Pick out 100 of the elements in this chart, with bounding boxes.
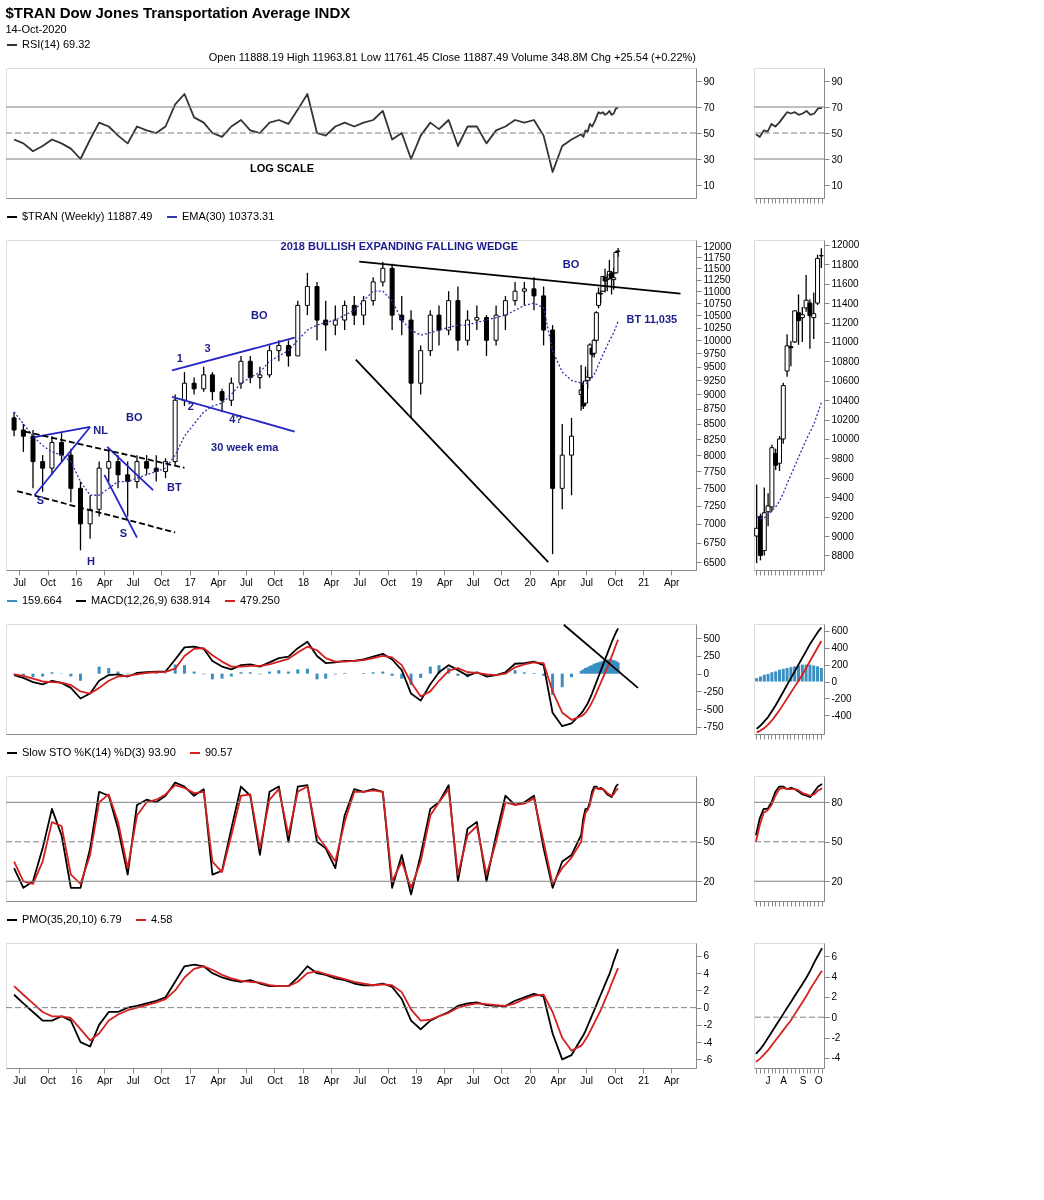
- x-tick-label: Apr: [550, 1074, 567, 1086]
- x-tick-label: Oct: [153, 1074, 170, 1086]
- y-tick-label: 12000: [831, 239, 860, 251]
- x-tick-label: Oct: [607, 1074, 624, 1086]
- y-tick-label: 11400: [831, 297, 859, 309]
- x-tick-label: J: [765, 1074, 771, 1086]
- x-tick-label: Apr: [323, 1074, 340, 1086]
- y-tick-label: 9250: [703, 374, 727, 386]
- x-tick-label: 21: [638, 576, 650, 588]
- legend-label: $TRAN (Weekly) 11887.49: [22, 210, 153, 222]
- x-tick-label: Oct: [493, 1074, 510, 1086]
- y-tick-label: 11500: [703, 262, 731, 274]
- x-tick-label: Oct: [40, 1074, 57, 1086]
- x-tick-label: 19: [411, 576, 423, 588]
- y-tick-label: -6: [703, 1053, 713, 1065]
- text: Open 11888.19 High 11963.81 Low 11761.45 Close 11887.49 Volume 348.8M Chg +25.54 (+0.22%): [208, 50, 696, 63]
- y-tick-label: 9500: [703, 361, 727, 373]
- y-tick-label: 9400: [831, 491, 855, 503]
- y-tick-label: 2: [831, 991, 838, 1003]
- y-tick-label: 11600: [831, 278, 859, 290]
- y-tick-label: 11750: [703, 251, 731, 263]
- y-tick-label: 20: [831, 875, 844, 887]
- y-tick-label: 10: [831, 179, 844, 191]
- y-tick-label: 10400: [831, 394, 860, 406]
- y-tick-label: 11000: [703, 285, 731, 297]
- x-tick-label: 16: [71, 576, 83, 588]
- annotation: BO: [562, 258, 580, 271]
- y-tick-label: 10000: [703, 334, 732, 346]
- y-tick-label: 11200: [831, 317, 859, 328]
- y-tick-label: 500: [703, 632, 721, 644]
- x-tick-label: 20: [524, 576, 537, 588]
- y-tick-label: -2: [831, 1032, 841, 1044]
- x-tick-label: Jul: [13, 576, 26, 588]
- y-tick-label: 80: [703, 796, 716, 808]
- x-tick-label: Jul: [240, 1074, 253, 1086]
- legend-label: Slow STO %K(14) %D(3) 93.90: [22, 746, 176, 758]
- x-tick-label: 19: [411, 1074, 423, 1086]
- y-tick-label: 8000: [703, 449, 727, 461]
- x-tick-label: Oct: [493, 576, 510, 588]
- x-tick-label: A: [780, 1074, 788, 1086]
- y-tick-label: -4: [703, 1036, 713, 1048]
- y-tick-label: 0: [703, 668, 710, 680]
- y-tick-label: 250: [703, 650, 721, 662]
- y-tick-label: 8750: [703, 403, 727, 415]
- annotation: NL: [93, 424, 109, 437]
- x-tick-label: Oct: [380, 576, 397, 588]
- y-tick-label: 4: [703, 967, 710, 979]
- y-tick-label: 10000: [831, 433, 860, 445]
- y-tick-label: -200: [831, 692, 852, 704]
- y-tick-label: 600: [831, 625, 849, 637]
- y-tick-label: 7000: [703, 518, 727, 530]
- x-tick-label: 20: [524, 1074, 537, 1086]
- y-tick-label: 9000: [703, 388, 727, 400]
- x-tick-label: 18: [297, 1074, 310, 1086]
- x-tick-label: Apr: [436, 576, 454, 588]
- x-tick-label: 17: [184, 576, 197, 588]
- y-tick-label: 400: [831, 642, 849, 654]
- x-tick-label: Apr: [550, 576, 567, 588]
- y-tick-label: 7750: [703, 465, 727, 477]
- y-tick-label: 4: [831, 971, 838, 983]
- y-tick-label: 30: [831, 153, 844, 165]
- x-tick-label: Jul: [13, 1074, 26, 1086]
- x-tick-label: Jul: [126, 576, 140, 588]
- x-tick-label: Apr: [436, 1074, 454, 1086]
- annotation: H: [86, 554, 95, 567]
- y-tick-label: 8250: [703, 433, 727, 445]
- x-tick-label: Oct: [607, 576, 624, 588]
- legend-label: PMO(35,20,10) 6.79: [22, 913, 122, 925]
- x-tick-label: Jul: [126, 1074, 140, 1086]
- x-tick-label: Apr: [97, 576, 114, 588]
- x-tick-label: 16: [71, 1074, 83, 1086]
- legend-label: 479.250: [240, 594, 280, 606]
- y-tick-label: 9600: [831, 472, 855, 484]
- annotation: S: [36, 493, 45, 506]
- y-tick-label: -500: [703, 703, 724, 715]
- y-tick-label: 50: [831, 127, 844, 139]
- legend-label: 4.58: [151, 913, 173, 925]
- legend-label: EMA(30) 10373.31: [182, 210, 275, 222]
- y-tick-label: 9800: [831, 452, 855, 464]
- y-tick-label: 10800: [831, 355, 860, 367]
- x-tick-label: Oct: [380, 1074, 397, 1086]
- y-tick-label: 10250: [703, 322, 732, 334]
- y-tick-label: 70: [703, 101, 716, 113]
- y-tick-label: -250: [703, 685, 724, 697]
- x-tick-label: Oct: [267, 1074, 283, 1086]
- y-tick-label: 9750: [703, 347, 727, 359]
- annotation: LOG SCALE: [249, 162, 315, 175]
- y-tick-label: 50: [703, 127, 716, 139]
- x-tick-label: Oct: [267, 576, 283, 588]
- y-tick-label: 0: [831, 1011, 838, 1023]
- x-tick-label: O: [814, 1074, 823, 1086]
- legend-label: 159.664: [22, 594, 62, 606]
- y-tick-label: 6: [831, 950, 838, 962]
- y-tick-label: 90: [703, 75, 716, 87]
- y-tick-label: 6: [703, 950, 710, 962]
- legend-label: MACD(12,26,9) 638.914: [91, 594, 211, 606]
- chart-subtitle: 14-Oct-2020: [5, 23, 67, 35]
- annotation: 4?: [229, 412, 243, 425]
- annotation: 3: [204, 341, 211, 354]
- annotation: 2: [187, 399, 194, 412]
